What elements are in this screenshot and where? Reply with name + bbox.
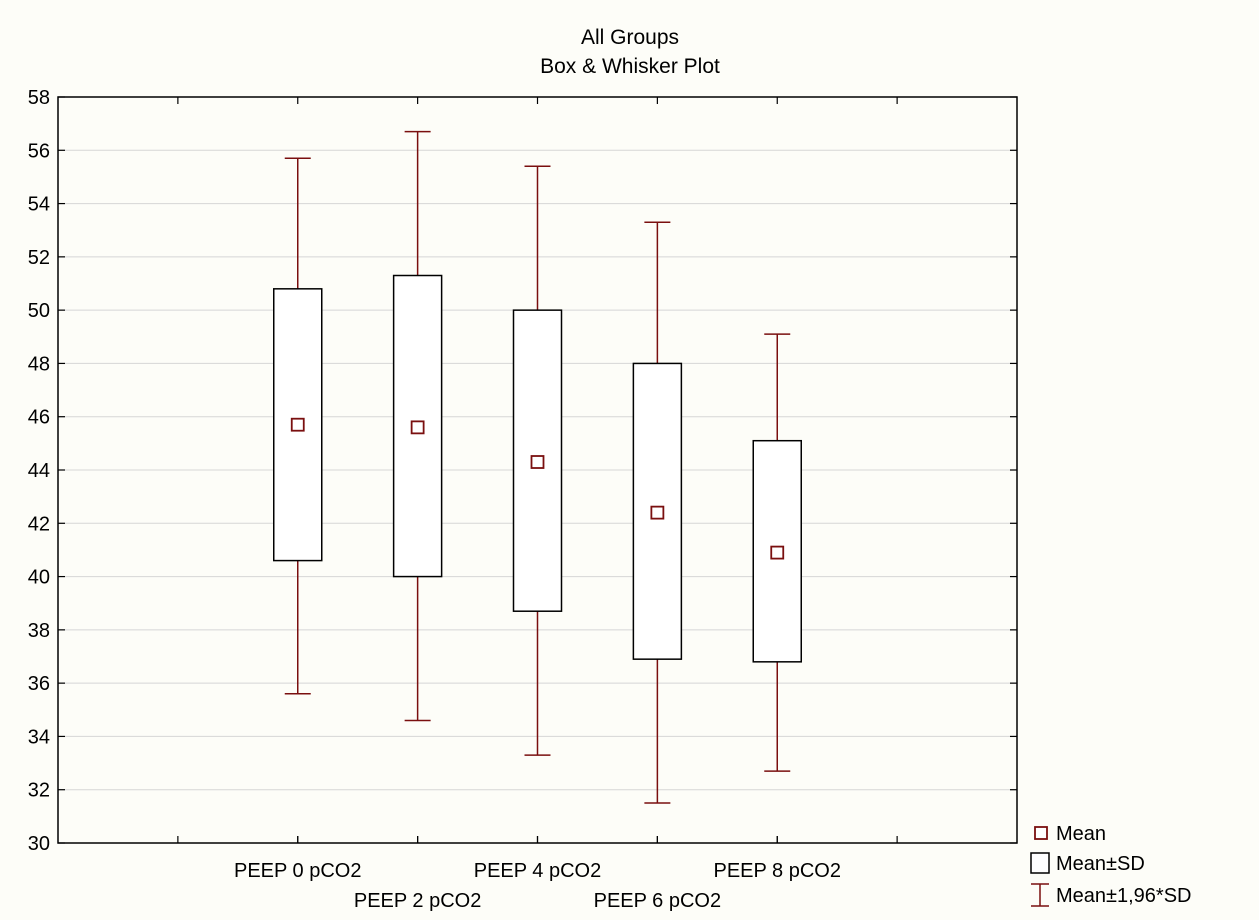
y-tick-label: 42 [28, 513, 50, 535]
y-tick-label: 50 [28, 300, 50, 322]
y-tick-label: 58 [28, 87, 50, 109]
mean-marker [410, 420, 425, 435]
chart-title: All Groups [581, 26, 679, 49]
box-group [392, 130, 443, 722]
mean-marker [770, 545, 785, 560]
y-tick-label: 38 [28, 620, 50, 642]
y-tick-label: 36 [28, 673, 50, 695]
box-group [512, 165, 563, 756]
y-tick-label: 44 [28, 460, 50, 482]
chart-subtitle: Box & Whisker Plot [540, 55, 720, 78]
y-tick-label: 48 [28, 353, 50, 375]
y-tick-label: 32 [28, 780, 50, 802]
mean-marker [290, 417, 305, 432]
y-tick-label: 46 [28, 407, 50, 429]
x-tick-label: PEEP 4 pCO2 [474, 860, 601, 882]
mean-marker [530, 455, 545, 469]
x-tick-label: PEEP 0 pCO2 [234, 860, 361, 882]
y-tick-label: 52 [28, 247, 50, 269]
boxes-layer [273, 130, 802, 804]
box-group [632, 221, 683, 804]
legend-label: Mean [1056, 823, 1106, 845]
x-tick-label: PEEP 2 pCO2 [354, 890, 481, 912]
legend-label: Mean±1,96*SD [1056, 885, 1192, 907]
x-tick-label: PEEP 6 pCO2 [594, 890, 721, 912]
box-icon [1030, 852, 1050, 874]
y-tick-label: 56 [28, 140, 50, 162]
y-axis: 30 32 34 36 38 40 42 44 46 48 50 52 54 56 58 [28, 87, 1017, 855]
y-tick-label: 30 [28, 833, 50, 855]
box-group [752, 333, 802, 772]
y-tick-label: 40 [28, 567, 50, 589]
mean-marker [650, 505, 665, 520]
y-tick-label: 54 [28, 194, 50, 216]
legend-label: Mean±SD [1056, 853, 1145, 875]
legend: Mean Mean±SD Mean±1,96*SD [1030, 823, 1192, 907]
x-tick-label: PEEP 8 pCO2 [714, 860, 841, 882]
whisker-icon [1031, 883, 1049, 907]
y-tick-label: 34 [28, 726, 50, 748]
box-group [273, 157, 323, 695]
x-axis: PEEP 0 pCO2 PEEP 2 pCO2 PEEP 4 pCO2 PEEP 6 … [177, 97, 898, 912]
mean-square-icon [1034, 826, 1048, 840]
